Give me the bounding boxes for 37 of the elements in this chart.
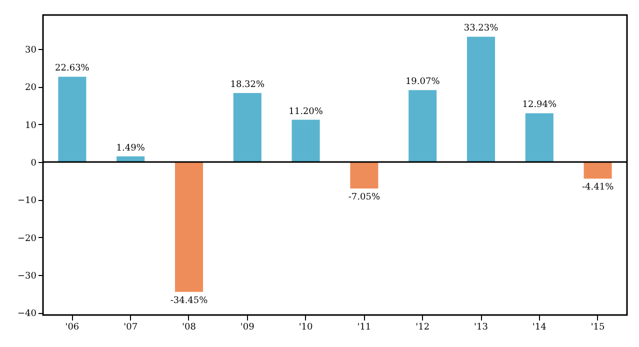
- bar: [466, 36, 496, 162]
- data-label: 19.07%: [405, 77, 440, 88]
- data-label: -34.45%: [170, 296, 208, 306]
- data-label: -4.41%: [582, 182, 614, 193]
- bar: [233, 92, 262, 162]
- bar: [174, 162, 204, 292]
- x-tick-label: '14: [532, 322, 547, 332]
- y-tick-label: −30: [18, 272, 37, 282]
- data-label: -7.05%: [348, 192, 380, 203]
- bar: [408, 90, 437, 162]
- y-tick-label: 30: [25, 45, 37, 56]
- y-tick-label: 10: [25, 120, 37, 131]
- y-tick-label: −20: [18, 234, 37, 244]
- data-label: 1.49%: [116, 143, 146, 154]
- data-label: 11.20%: [288, 106, 324, 117]
- x-tick-label: '10: [298, 322, 314, 332]
- data-label: 22.63%: [55, 64, 90, 74]
- bar: [584, 162, 612, 179]
- x-tick-label: '15: [590, 322, 606, 332]
- data-label: 18.32%: [230, 80, 265, 90]
- y-tick-label: −10: [18, 196, 37, 206]
- y-tick-label: 20: [25, 83, 37, 94]
- data-label: 33.23%: [464, 24, 499, 34]
- x-tick-label: '11: [357, 322, 372, 332]
- x-tick-label: '12: [416, 322, 430, 332]
- x-tick-label: '08: [182, 322, 196, 332]
- x-tick-label: '09: [240, 322, 255, 332]
- x-tick-label: '07: [124, 322, 138, 332]
- x-tick-label: '13: [474, 322, 488, 332]
- bar: [525, 113, 554, 162]
- bar: [350, 162, 378, 189]
- bar: [58, 76, 86, 162]
- bar: [292, 120, 320, 162]
- x-tick-label: '06: [65, 322, 80, 332]
- y-tick-label: 0: [30, 158, 37, 168]
- y-tick-label: −40: [18, 309, 37, 320]
- data-label: 12.94%: [522, 100, 557, 110]
